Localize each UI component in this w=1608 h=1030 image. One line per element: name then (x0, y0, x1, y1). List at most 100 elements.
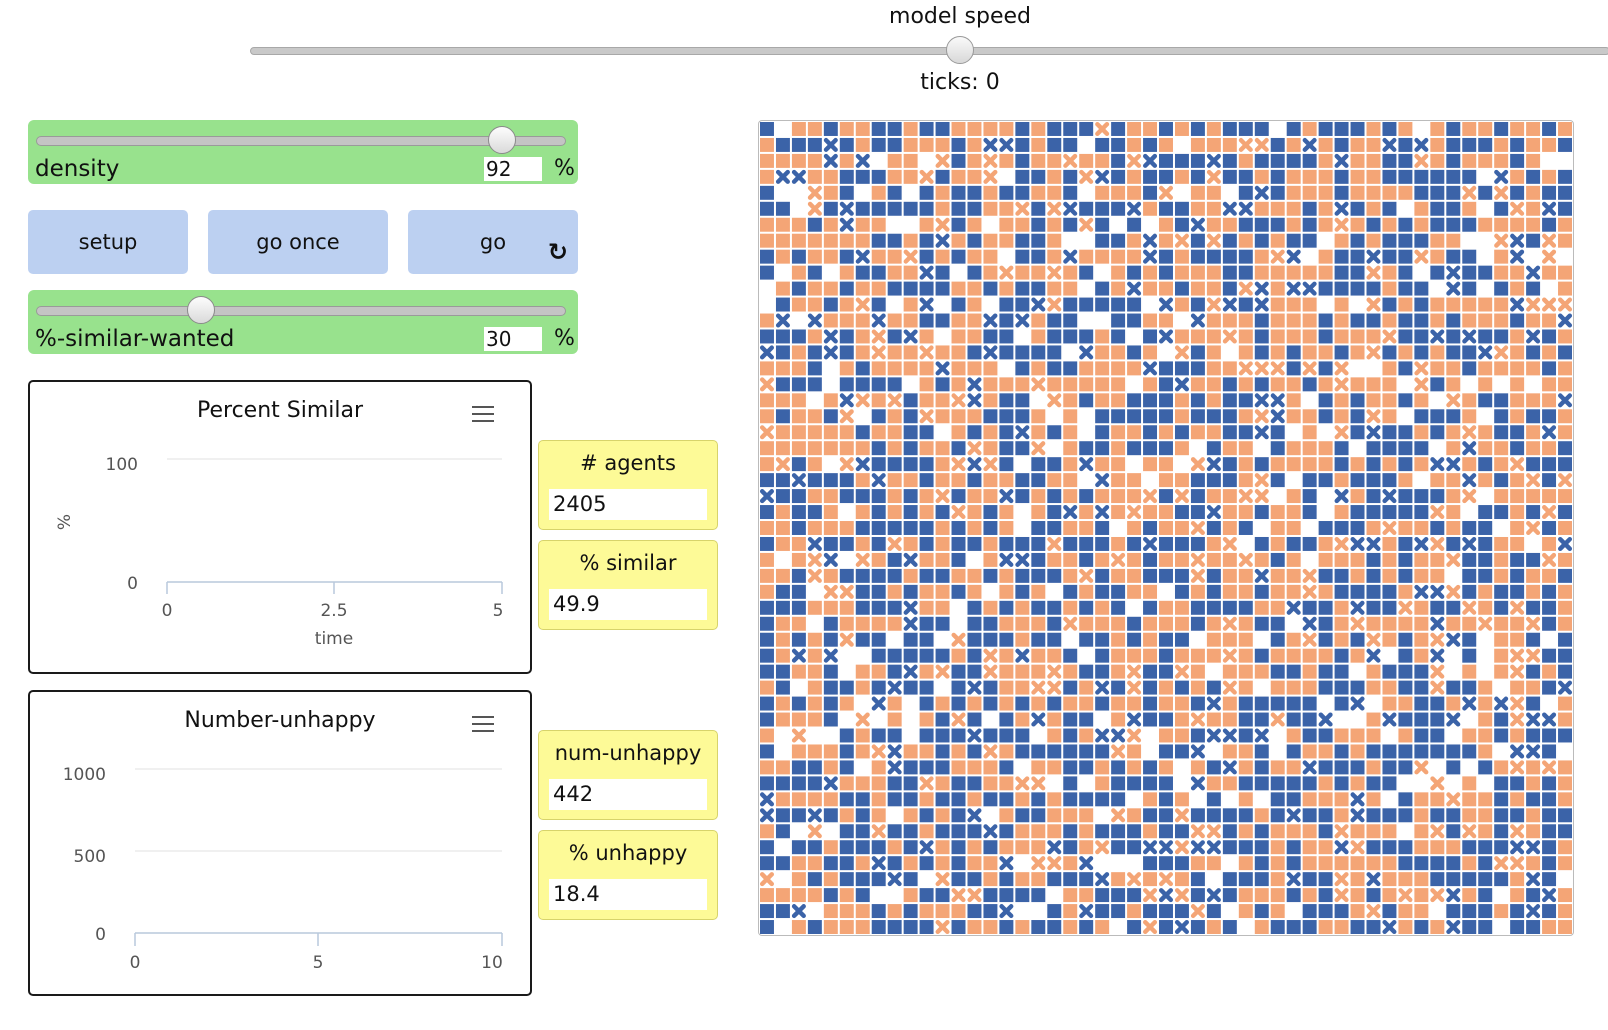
agent (967, 425, 982, 440)
agent (791, 584, 806, 599)
agent (1254, 217, 1269, 232)
agent (1047, 361, 1062, 376)
agent (1270, 345, 1285, 360)
unhappy-agent (967, 808, 982, 823)
agent (1302, 664, 1317, 679)
agent (1526, 122, 1541, 136)
agent (1254, 712, 1269, 727)
agent (1159, 249, 1173, 264)
percent-similar-plot: 100 0 0 2.5 5 time % Percent Similar (28, 380, 532, 674)
agent (775, 648, 790, 663)
unhappy-agent (1430, 824, 1445, 839)
agent (1526, 505, 1541, 520)
agent (871, 281, 886, 296)
similar-wanted-slider-thumb[interactable] (187, 296, 215, 324)
similar-wanted-value-field[interactable]: 30 (484, 327, 542, 351)
agent (1079, 153, 1094, 168)
agent (1095, 249, 1110, 264)
agent (1270, 473, 1285, 488)
agent (807, 441, 822, 456)
agent (1063, 361, 1078, 376)
setup-button[interactable]: setup (28, 210, 188, 274)
agent (919, 313, 934, 328)
agent (903, 409, 918, 424)
agent (1398, 473, 1413, 488)
unhappy-agent (1206, 840, 1221, 855)
agent (1286, 632, 1301, 647)
agent (1302, 856, 1317, 871)
agent (1143, 792, 1158, 807)
go-once-button[interactable]: go once (208, 210, 388, 274)
unhappy-agent (1158, 840, 1174, 855)
unhappy-agent (1414, 153, 1429, 168)
agent (1222, 249, 1237, 264)
agent (1478, 840, 1493, 855)
agent (1510, 632, 1525, 647)
agent (1462, 888, 1477, 903)
density-value-field[interactable]: 92 (484, 157, 542, 181)
agent (1095, 536, 1110, 551)
agent (871, 632, 886, 647)
agent (951, 648, 966, 663)
agent (1430, 840, 1445, 855)
agent (999, 425, 1014, 440)
agent (871, 664, 886, 679)
agent (919, 600, 934, 615)
agent (839, 536, 854, 551)
unhappy-agent (839, 217, 854, 232)
agents-monitor-value: 2405 (549, 489, 707, 520)
agent (935, 393, 950, 408)
agent (1350, 824, 1365, 839)
agent (1510, 377, 1525, 392)
agent (1159, 632, 1173, 647)
agent (855, 728, 870, 743)
plot-menu-icon[interactable] (472, 406, 494, 427)
similar-wanted-slider[interactable]: %-similar-wanted 30 % (28, 290, 578, 354)
density-slider-thumb[interactable] (488, 126, 516, 154)
agent (1190, 536, 1205, 551)
agent (1095, 217, 1110, 232)
agent (1063, 297, 1078, 312)
model-speed-slider[interactable] (250, 47, 1608, 55)
agent (1143, 568, 1158, 583)
agent (1095, 233, 1110, 248)
agent (1318, 457, 1333, 472)
unhappy-agent (1414, 760, 1429, 775)
agent (791, 153, 806, 168)
agent (1111, 536, 1126, 551)
go-button[interactable]: go ↻ (408, 210, 578, 274)
agent (1047, 760, 1062, 775)
agent (1111, 425, 1126, 440)
agent (760, 616, 774, 631)
agent (919, 361, 934, 376)
agent (1127, 536, 1142, 551)
agent (1127, 632, 1142, 647)
density-slider-track[interactable] (36, 136, 566, 146)
agent (1031, 872, 1046, 887)
world-view[interactable] (758, 120, 1574, 936)
agent (983, 473, 998, 488)
agent (983, 616, 998, 631)
model-speed-thumb[interactable] (946, 36, 974, 64)
agent (1111, 361, 1126, 376)
density-slider[interactable]: density 92 % (28, 120, 578, 184)
agent (1015, 840, 1030, 855)
agent (1302, 489, 1317, 504)
agent (1159, 122, 1173, 136)
agent (903, 361, 918, 376)
agent (1366, 584, 1381, 599)
agent (1446, 489, 1461, 504)
agent (1079, 840, 1094, 855)
agent (1318, 904, 1333, 919)
unhappy-agent (1526, 520, 1541, 536)
agent (1446, 441, 1461, 456)
agent (1414, 281, 1429, 296)
agent (1478, 185, 1493, 200)
agent (1222, 153, 1237, 168)
agent (775, 760, 790, 775)
similar-wanted-slider-track[interactable] (36, 306, 566, 316)
agent (855, 536, 870, 551)
plot-menu-icon[interactable] (472, 716, 494, 737)
unhappy-agent (935, 919, 950, 935)
unhappy-agent (1430, 632, 1445, 647)
